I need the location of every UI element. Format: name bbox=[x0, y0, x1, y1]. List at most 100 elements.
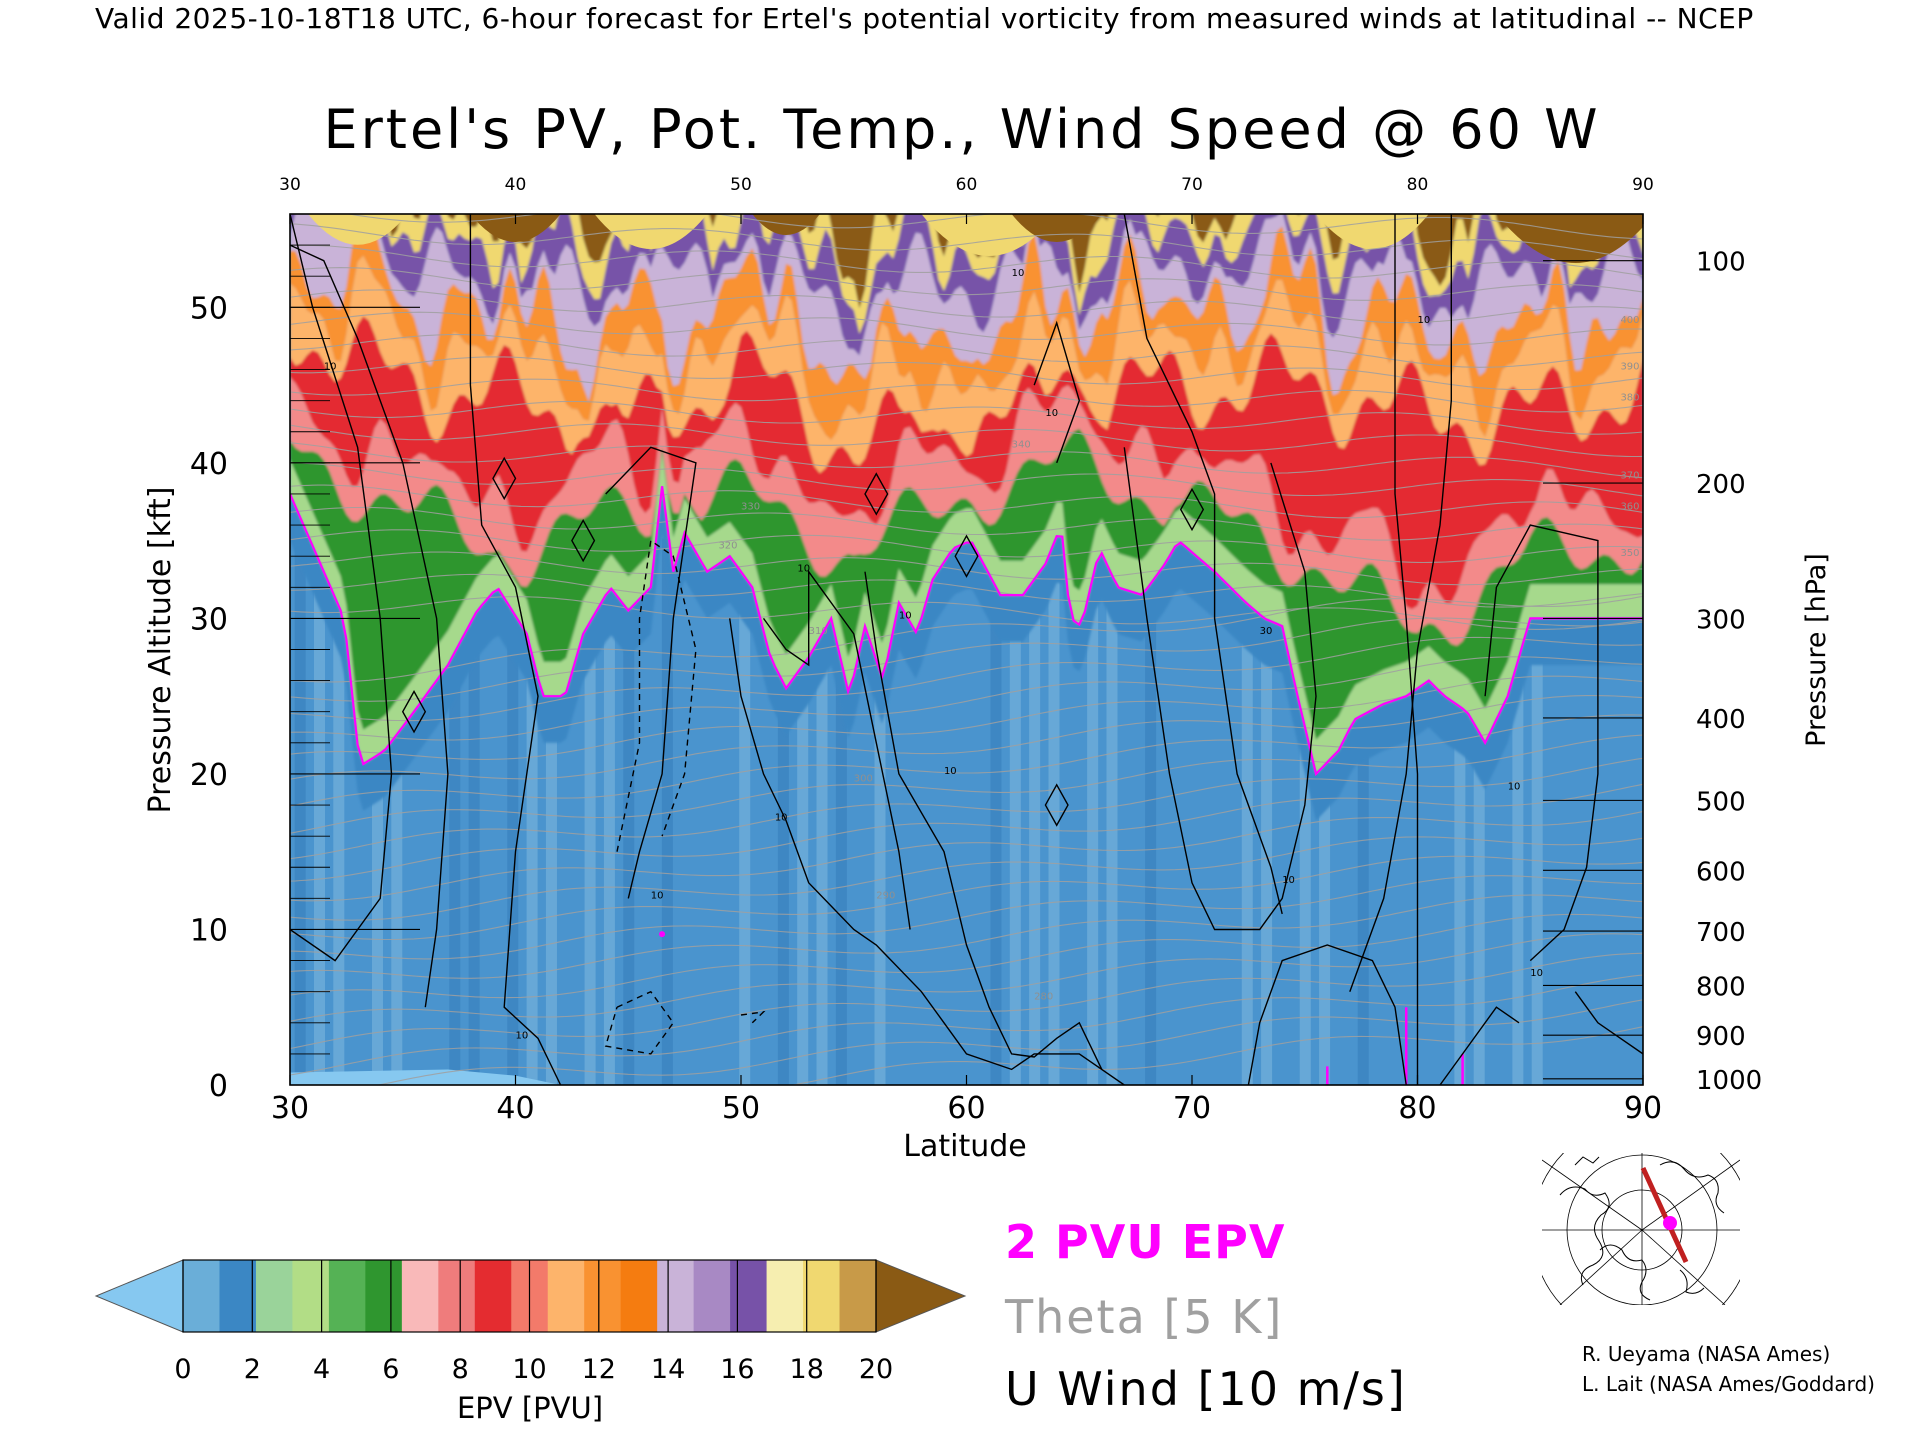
y-right-tick-label: 700 bbox=[1696, 918, 1746, 948]
x-tick-label: 90 bbox=[1624, 1091, 1662, 1126]
colorbar-frame bbox=[182, 1259, 877, 1333]
troposphere-streak bbox=[874, 685, 886, 1085]
u-wind-contour bbox=[1439, 1006, 1520, 1085]
theta-contour bbox=[290, 442, 1643, 479]
y-left-tick-label: 40 bbox=[190, 447, 228, 482]
theta-contour bbox=[290, 244, 1643, 279]
troposphere-streak bbox=[371, 770, 383, 1085]
y-right-tick-label: 800 bbox=[1696, 972, 1746, 1002]
y-right-tick-label: 500 bbox=[1696, 787, 1746, 817]
troposphere-streak bbox=[623, 626, 635, 1085]
x-tick-label-top: 90 bbox=[1632, 175, 1654, 195]
theta-contour bbox=[290, 223, 1643, 260]
colorbar-swatch bbox=[584, 1260, 622, 1332]
colorbar-swatch bbox=[766, 1260, 804, 1332]
troposphere-streak bbox=[816, 650, 828, 1085]
troposphere-streak bbox=[1087, 595, 1099, 1085]
tropopause-2pvu-line bbox=[290, 486, 1643, 777]
credit-line-1: R. Ueyama (NASA Ames) bbox=[1582, 1342, 1831, 1366]
stratosphere-pocket bbox=[308, 214, 408, 245]
theta-contour bbox=[290, 595, 1643, 683]
u-wind-contour-label: 10 bbox=[1418, 315, 1431, 326]
y-left-tick-label: 50 bbox=[190, 291, 228, 326]
u-wind-contour bbox=[605, 446, 697, 899]
x-tick-label-top: 50 bbox=[730, 175, 752, 195]
contour-overlays: 280 290 300 310 320 330 340 350 360 370 380 390 400 1… bbox=[290, 214, 1643, 1085]
band-pv10-12 bbox=[290, 255, 1643, 474]
u-wind-closed-contour bbox=[954, 534, 979, 578]
y-right-tick-label: 300 bbox=[1696, 605, 1746, 635]
troposphere-streak bbox=[1106, 589, 1118, 1085]
colorbar-swatch bbox=[365, 1260, 403, 1332]
x-tick-label-top: 70 bbox=[1181, 175, 1203, 195]
troposphere-streak bbox=[1473, 747, 1485, 1085]
troposphere-streak bbox=[1531, 633, 1543, 1085]
band-pv14-16 bbox=[290, 214, 1643, 402]
colorbar-swatch bbox=[839, 1260, 877, 1332]
theta-contour-label: 300 bbox=[854, 774, 873, 785]
theta-contour bbox=[290, 423, 1643, 458]
troposphere-streak bbox=[603, 605, 615, 1085]
y-left-tick-label: 0 bbox=[209, 1069, 228, 1104]
theta-contour bbox=[290, 378, 1643, 413]
colorbar-swatch bbox=[401, 1260, 439, 1332]
x-axis-label: Latitude bbox=[903, 1129, 1026, 1164]
x-tick-label-top: 40 bbox=[505, 175, 527, 195]
troposphere-streak bbox=[545, 711, 557, 1085]
troposphere-streak bbox=[1299, 741, 1311, 1085]
x-tick-label-top: 60 bbox=[956, 175, 978, 195]
chart-title: Ertel's PV, Pot. Temp., Wind Speed @ 60 … bbox=[323, 98, 1601, 161]
theta-contour bbox=[290, 596, 1643, 630]
theta-contour-label: 370 bbox=[1620, 470, 1639, 481]
legend-theta: Theta [5 K] bbox=[1005, 1290, 1284, 1344]
x-tick-label: 60 bbox=[947, 1091, 985, 1126]
x-tick-label: 70 bbox=[1173, 1091, 1211, 1126]
u-wind-contour-label: 10 bbox=[651, 890, 664, 901]
x-tick-label-top: 30 bbox=[279, 175, 301, 195]
theta-contour-label: 360 bbox=[1620, 502, 1639, 513]
axis-tick-labels: 3030404050506060707080809090010203040501… bbox=[190, 175, 1762, 1126]
band-pv20-plus bbox=[386, 214, 1643, 309]
colorbar-swatch bbox=[657, 1260, 695, 1332]
theta-contour-label: 380 bbox=[1620, 393, 1639, 404]
u-wind-contour bbox=[1033, 320, 1081, 464]
troposphere-streak bbox=[777, 697, 789, 1085]
u-wind-contour bbox=[1123, 447, 1317, 931]
u-wind-contour-label: 10 bbox=[1508, 781, 1521, 792]
colorbar-tick-label: 4 bbox=[313, 1354, 330, 1385]
troposphere-streak bbox=[1241, 618, 1253, 1085]
band-pv2-3 bbox=[290, 452, 1643, 774]
band-pv1-2 bbox=[290, 486, 1643, 821]
troposphere-streak bbox=[507, 626, 519, 1085]
u-wind-contour-label: 10 bbox=[1530, 968, 1543, 979]
theta-contour bbox=[290, 617, 1643, 702]
theta-contour bbox=[290, 714, 1643, 807]
theta-contour bbox=[290, 506, 1643, 541]
y-left-tick-label: 20 bbox=[190, 758, 228, 793]
u-wind-closed-contour bbox=[1179, 487, 1205, 532]
troposphere-streak bbox=[584, 638, 596, 1085]
u-wind-contour bbox=[290, 214, 393, 962]
theta-contour-label: 390 bbox=[1620, 362, 1639, 373]
colorbar-tick-label: 0 bbox=[174, 1354, 191, 1385]
u-wind-contour bbox=[290, 244, 449, 1008]
u-wind-contour bbox=[1484, 524, 1599, 962]
u-wind-contour-label: 10 bbox=[1282, 875, 1295, 886]
theta-contour bbox=[290, 551, 1643, 586]
troposphere-streak bbox=[468, 632, 480, 1085]
location-map-inset bbox=[1542, 1153, 1740, 1305]
theta-contour bbox=[290, 400, 1643, 435]
x-tick-label: 30 bbox=[271, 1091, 309, 1126]
u-wind-contour-label: 10 bbox=[324, 362, 337, 373]
theta-contour bbox=[290, 656, 1643, 741]
stratosphere-pocket bbox=[594, 214, 708, 249]
colorbar-under-arrow bbox=[94, 1259, 184, 1333]
band-pv18-20 bbox=[290, 214, 1643, 334]
y-left-tick-label: 30 bbox=[190, 602, 228, 637]
troposphere-streak bbox=[1009, 610, 1021, 1085]
theta-contour-label: 340 bbox=[1012, 439, 1031, 450]
u-wind-contour bbox=[1574, 991, 1643, 1055]
theta-contour bbox=[290, 675, 1643, 760]
theta-contour bbox=[290, 289, 1643, 324]
